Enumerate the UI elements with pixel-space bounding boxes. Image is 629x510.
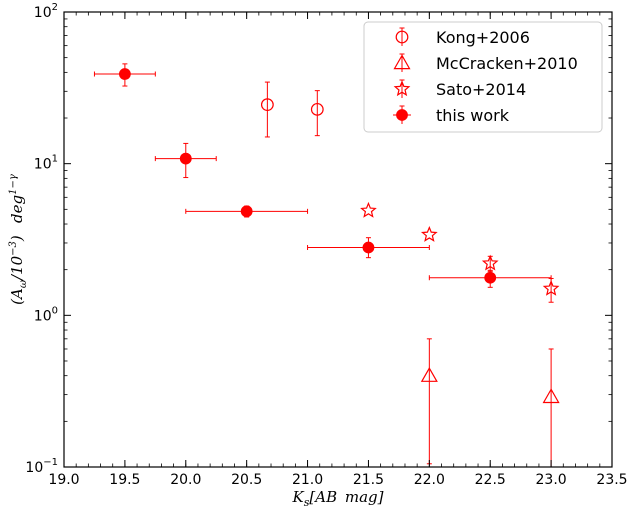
x-axis-label: Ks[AB mag] <box>292 488 384 509</box>
data-point <box>179 152 192 165</box>
x-tick-label: 20.0 <box>170 472 201 488</box>
y-tick-label: 10−1 <box>25 457 58 476</box>
data-point <box>484 271 497 284</box>
data-point <box>360 201 377 218</box>
legend-entry: Kong+2006 <box>395 27 530 47</box>
plot-area <box>93 63 560 468</box>
data-point <box>420 225 438 242</box>
x-tick-label: 21.0 <box>292 472 323 488</box>
x-tick-label: 23.5 <box>596 472 627 488</box>
data-point <box>481 254 499 271</box>
legend-marker <box>395 30 409 44</box>
x-tick-label: 20.5 <box>231 472 262 488</box>
legend-marker <box>393 80 411 97</box>
legend-label: this work <box>436 106 510 125</box>
y-tick-label: 102 <box>34 2 58 21</box>
x-tick-label: 22.0 <box>414 472 445 488</box>
data-point <box>260 98 274 112</box>
data-point <box>310 102 324 116</box>
x-tick-label: 21.5 <box>353 472 384 488</box>
data-point <box>240 205 253 218</box>
legend-label: Sato+2014 <box>436 80 526 99</box>
axes: 19.0 19.5 20.0 20.5 21.0 21.5 22.0 22.5 23.0 23.5… <box>8 2 628 509</box>
series-sato-2014 <box>360 201 560 303</box>
y-tick-label: 100 <box>34 305 58 324</box>
x-tick-label: 19.5 <box>109 472 140 488</box>
series-kong-2006 <box>260 81 324 138</box>
legend-entry: this work <box>393 105 510 125</box>
x-tick-label: 23.0 <box>536 472 567 488</box>
legend-label: McCracken+2010 <box>436 54 578 73</box>
legend-box <box>363 21 603 133</box>
data-point <box>118 68 131 80</box>
x-tick-label: 19.0 <box>48 472 79 488</box>
data-point <box>362 241 375 254</box>
plot-frame <box>63 11 613 468</box>
legend-marker <box>396 109 408 121</box>
legend-entry: McCracken+2010 <box>393 53 578 73</box>
legend-label: Kong+2006 <box>436 28 530 47</box>
legend-entry: Sato+2014 <box>393 79 526 99</box>
data-point <box>542 388 560 404</box>
legend-marker <box>393 54 411 70</box>
legend: Kong+2006 McCracken+2010 Sato+2014 this wor… <box>363 21 603 133</box>
x-tick-label: 22.5 <box>475 472 506 488</box>
data-point <box>542 279 560 296</box>
series-mccracken-2010 <box>420 338 560 468</box>
data-point <box>420 366 438 382</box>
series-this-work <box>93 63 552 288</box>
y-tick-label: 101 <box>34 154 58 173</box>
y-axis-label: (Aω/10−3) deg1−γ <box>8 174 29 305</box>
